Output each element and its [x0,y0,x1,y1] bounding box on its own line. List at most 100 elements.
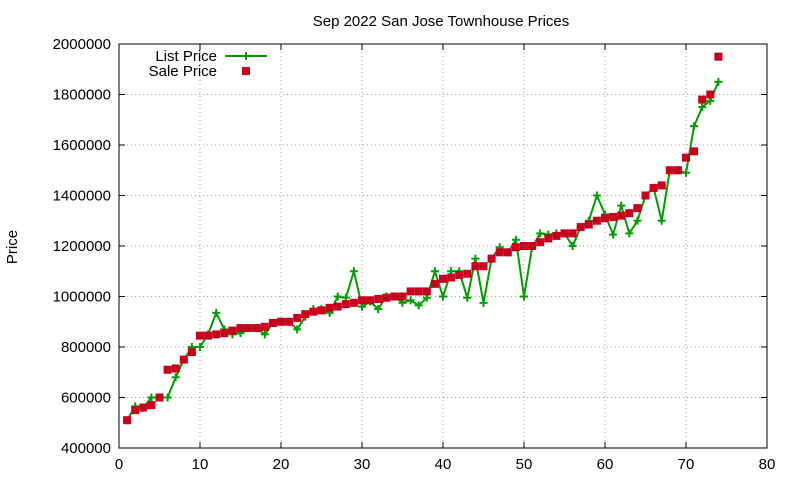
sale-price-point [147,401,156,410]
x-tick-label: 10 [192,456,209,473]
list-price-point [333,292,342,301]
sale-price-point [220,329,229,338]
sale-price-point [568,229,577,238]
y-tick-label: 1400000 [53,188,111,205]
list-price-point [625,229,634,238]
list-price-point [536,229,545,238]
list-price-point [430,267,439,276]
sale-price-point [609,212,618,221]
sale-price-point [260,322,269,331]
x-tick-label: 50 [516,456,533,473]
sale-price-point [690,147,699,156]
sale-price-point [171,364,180,373]
sale-price-point [487,254,496,263]
legend-label-list-price: List Price [155,48,217,65]
list-price-point [163,393,172,402]
sale-price-point [131,406,140,415]
sale-price-point [463,269,472,278]
sale-price-point [592,216,601,225]
x-tick-label: 20 [273,456,290,473]
grid [119,44,767,448]
sale-price-point [204,331,213,340]
list-price-point [690,122,699,131]
sale-price-point [341,300,350,309]
sale-price-point [406,287,415,296]
x-tick-label: 80 [759,456,776,473]
sale-price-point [244,324,253,333]
list-price-point [212,308,221,317]
legend-plus-marker [242,52,250,60]
sale-price-point [123,416,132,425]
sale-price-point [228,326,237,335]
chart-title: Sep 2022 San Jose Townhouse Prices [313,13,570,30]
sale-price-point [366,296,375,305]
sale-price-point [617,211,626,220]
x-tick-label: 60 [597,456,614,473]
sale-price-point [649,183,658,192]
sale-price-point [309,307,318,316]
y-tick-label: 800000 [61,339,111,356]
sale-price-point [439,274,447,283]
x-tick-label: 40 [435,456,452,473]
sale-price-point [212,330,221,339]
sale-price-point [665,166,674,175]
sale-price-point [390,292,399,301]
sale-price-point [544,234,553,243]
list-price-point [609,230,618,239]
y-tick-label: 1200000 [53,238,111,255]
sale-price-point [698,95,707,104]
sale-price-point [455,271,464,280]
sale-price-point [495,248,504,257]
y-tick-label: 1600000 [53,137,111,154]
sale-price-point [398,292,407,301]
sale-price-point [560,229,569,238]
list-price-point [406,296,415,305]
sale-price-point [236,324,245,333]
sale-price-point [641,191,650,200]
sale-price-point [447,273,456,282]
legend-label-sale-price: Sale Price [149,63,217,80]
list-price-point [568,242,577,250]
sale-price-point [601,214,609,223]
sale-price-point [536,238,545,247]
x-tick-label: 70 [678,456,695,473]
list-price-point [171,373,180,382]
series-layer [123,52,723,425]
list-price-point [698,103,707,112]
list-price-point [260,330,269,339]
list-price-point [633,216,642,225]
sale-price-point [682,153,690,162]
list-price-point [196,343,204,351]
list-price-point [511,235,520,244]
list-price-point [463,293,472,302]
sale-price-point [187,348,196,357]
sale-price-point [155,393,164,402]
legend-symbol-sale-price [242,67,250,75]
sale-price-point [503,248,512,257]
sale-price-point [358,296,366,305]
y-tick-label: 2000000 [53,36,111,53]
sale-price-point [673,166,682,175]
sale-price-point [706,90,715,99]
x-tick-label: 0 [115,456,123,473]
sale-price-point [382,293,391,302]
sale-price-point [196,331,204,340]
sale-price-point [576,223,585,232]
legend-square-marker [242,67,250,75]
y-tick-label: 1800000 [53,87,111,104]
list-price-point [293,325,302,334]
list-price-point [439,292,447,301]
sale-price-point [374,295,383,304]
sale-price-point [333,302,342,311]
sale-price-point [633,204,642,213]
sale-price-point [163,365,172,374]
list-price-point [471,254,480,263]
list-price-point [349,267,358,276]
legend: List Price Sale Price [149,48,267,80]
sale-price-point [139,403,148,412]
list-price-point [592,191,601,200]
list-price-point [657,216,666,225]
list-price-point [374,305,383,314]
sale-price-point [528,242,537,250]
sale-price-point [625,209,634,218]
